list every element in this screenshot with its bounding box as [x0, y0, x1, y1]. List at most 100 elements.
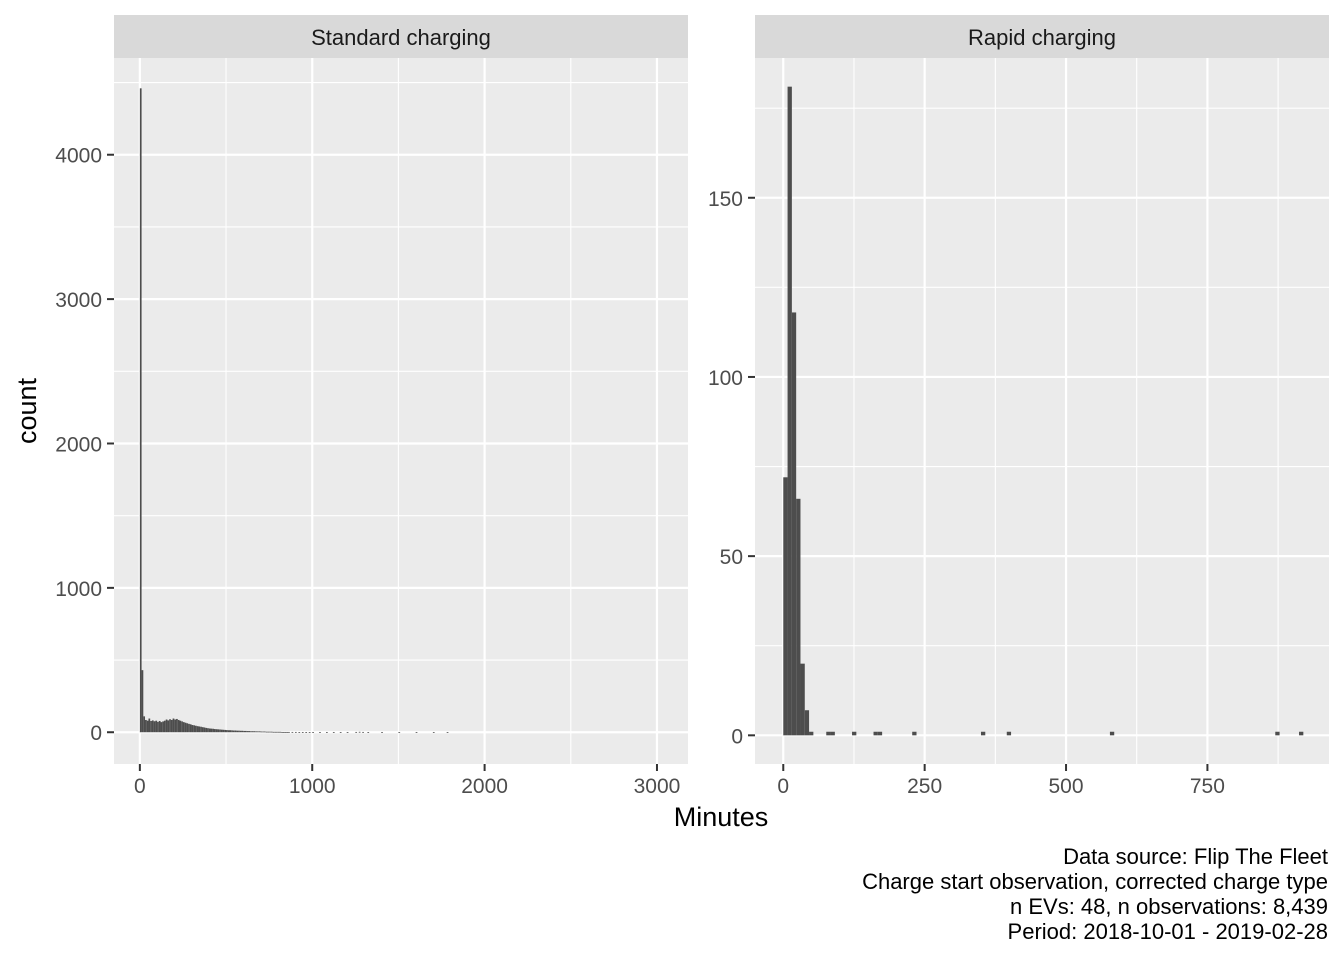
strip-title-standard: Standard charging	[311, 25, 491, 50]
x-tick-label: 500	[1049, 775, 1084, 798]
histogram-bar	[355, 731, 358, 733]
histogram-bar	[312, 732, 314, 733]
histogram-bar	[231, 730, 233, 733]
histogram-bar	[229, 730, 232, 733]
histogram-bar	[276, 731, 278, 733]
histogram-bar	[165, 719, 168, 733]
histogram-bar	[877, 731, 883, 736]
histogram-bar	[308, 732, 311, 733]
histogram-bar	[170, 719, 173, 733]
histogram-bar	[809, 731, 814, 736]
bars-rapid	[783, 86, 1304, 736]
histogram-bar	[205, 727, 208, 733]
histogram-bar	[182, 722, 185, 733]
histogram-bar	[358, 731, 361, 733]
y-tick-label: 100	[708, 367, 743, 390]
histogram-bar	[319, 732, 321, 733]
histogram-bar	[195, 725, 197, 733]
histogram-bar	[200, 726, 202, 733]
histogram-bar	[172, 718, 175, 733]
histogram-bar	[279, 731, 282, 733]
panel-background-rapid	[755, 58, 1329, 764]
histogram-bar	[188, 723, 190, 733]
strip-standard	[114, 15, 688, 58]
histogram-bar	[255, 731, 258, 733]
histogram-bar	[260, 731, 263, 733]
gridlines-standard	[114, 58, 688, 764]
caption-line: Period: 2018-10-01 - 2019-02-28	[1007, 919, 1328, 944]
x-tick-label: 0	[777, 775, 789, 798]
histogram-bar	[1299, 731, 1304, 736]
histogram-bar	[1275, 731, 1280, 736]
y-tick-label: 2000	[55, 433, 102, 456]
histogram-bar	[446, 732, 449, 733]
histogram-bar	[160, 722, 163, 733]
histogram-bar	[284, 731, 287, 733]
histogram-bar	[189, 724, 192, 733]
histogram-bar	[151, 720, 154, 733]
histogram-bar	[270, 731, 273, 733]
histogram-bar	[800, 663, 805, 736]
strip-rapid	[755, 15, 1329, 58]
gridlines-rapid	[755, 58, 1329, 764]
histogram-bar	[238, 730, 240, 733]
histogram-bar	[177, 719, 180, 733]
histogram-bar	[148, 718, 151, 733]
histogram-bar	[286, 731, 289, 733]
histogram-bar	[158, 720, 161, 733]
histogram-bar	[162, 721, 164, 733]
histogram-bar	[208, 728, 211, 733]
histogram-bar	[198, 726, 201, 733]
histogram-bar	[339, 732, 342, 733]
histogram-bar	[277, 731, 280, 733]
y-tick-label: 150	[708, 188, 743, 211]
y-axis-standard: 0 1000 2000 3000 4000	[55, 145, 114, 745]
histogram-bar	[253, 731, 256, 733]
caption-line: Charge start observation, corrected char…	[862, 869, 1328, 894]
histogram-bar	[155, 720, 158, 733]
histogram-bar	[288, 731, 290, 733]
histogram-bar	[232, 730, 235, 733]
histogram-bar	[796, 498, 801, 736]
histogram-bar	[193, 725, 196, 733]
histogram-bar	[294, 731, 297, 733]
histogram-bar	[346, 732, 349, 733]
histogram-bar	[415, 732, 418, 733]
histogram-bar	[332, 732, 335, 733]
x-axis-title: Minutes	[674, 802, 769, 832]
histogram-bar	[157, 721, 159, 733]
histogram-bar	[143, 716, 146, 733]
bars-standard	[139, 88, 449, 733]
histogram-bar	[258, 731, 261, 733]
histogram-bar	[791, 312, 797, 736]
histogram-bar	[980, 731, 986, 736]
caption-line: Data source: Flip The Fleet	[1063, 844, 1328, 869]
y-tick-label: 3000	[55, 289, 102, 312]
histogram-bar	[381, 732, 383, 733]
histogram-bar	[246, 731, 249, 733]
histogram-bar	[186, 723, 189, 733]
facet-standard: Standard charging 0 1000 2000 3000 4000 0 100…	[55, 15, 688, 798]
y-tick-label: 4000	[55, 145, 102, 168]
histogram-bar	[220, 729, 223, 733]
histogram-bar	[226, 730, 228, 733]
x-tick-label: 750	[1190, 775, 1225, 798]
histogram-bar	[191, 725, 194, 733]
histogram-bar	[362, 731, 364, 733]
histogram-bar	[398, 732, 401, 733]
histogram-bar	[282, 731, 285, 733]
y-tick-label: 0	[90, 722, 102, 745]
histogram-bar	[251, 731, 254, 733]
histogram-bar	[139, 88, 142, 733]
histogram-bar	[212, 728, 214, 733]
histogram-bar	[234, 730, 237, 733]
histogram-bar	[257, 731, 259, 733]
histogram-bar	[224, 729, 227, 733]
histogram-bar	[219, 729, 221, 733]
histogram-bar	[153, 721, 156, 733]
histogram-bar	[145, 719, 147, 733]
histogram-bar	[830, 731, 835, 736]
histogram-bar	[1109, 731, 1115, 736]
histogram-bar	[239, 730, 242, 733]
